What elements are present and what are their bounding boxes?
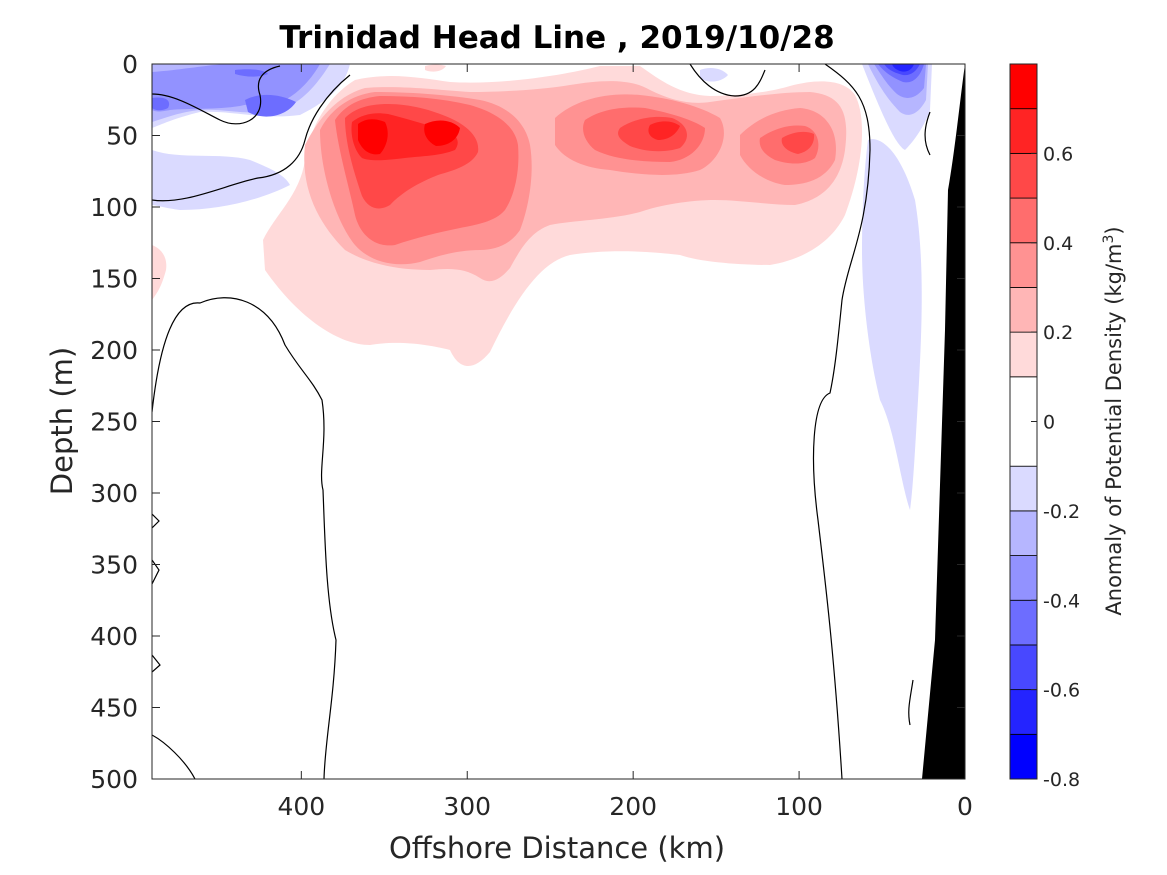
y-tick-label: 300 bbox=[90, 479, 138, 508]
colorbar-tick-label: -0.4 bbox=[1043, 590, 1080, 612]
x-tick-label: 100 bbox=[775, 792, 823, 821]
zero-contour-nearshore-top bbox=[924, 111, 931, 156]
colorbar-segment bbox=[1009, 63, 1038, 110]
colorbar-tick-label: -0.8 bbox=[1043, 769, 1080, 791]
zero-contour-offshore-cell bbox=[152, 297, 337, 779]
zero-contour-nearshore bbox=[908, 679, 914, 726]
y-tick-label: 150 bbox=[90, 265, 138, 294]
density-anomaly-field bbox=[152, 64, 932, 510]
anomaly-band bbox=[892, 64, 914, 72]
y-tick-label: 50 bbox=[106, 122, 138, 151]
colorbar-segment bbox=[1009, 197, 1038, 244]
zero-contour-coastal-band bbox=[812, 64, 871, 779]
anomaly-band bbox=[425, 64, 446, 72]
y-tick-label: 400 bbox=[90, 622, 138, 651]
zero-contour-lines bbox=[152, 64, 931, 779]
zero-contour-bottom-left bbox=[152, 734, 196, 779]
y-tick-label: 450 bbox=[90, 694, 138, 723]
anomaly-band bbox=[862, 139, 922, 510]
colorbar-segment bbox=[1009, 108, 1038, 154]
anomaly-band bbox=[700, 67, 728, 82]
colorbar-label-end: ) bbox=[1102, 226, 1126, 234]
zero-contour-left-notch-1 bbox=[152, 513, 160, 529]
y-tick-label: 200 bbox=[90, 336, 138, 365]
y-tick-label: 250 bbox=[90, 408, 138, 437]
colorbar-segment bbox=[1009, 689, 1038, 735]
anomaly-band bbox=[826, 117, 833, 123]
colorbar-tick-label: 0.4 bbox=[1043, 233, 1073, 255]
y-tick-label: 350 bbox=[90, 551, 138, 580]
y-tick-label: 100 bbox=[90, 193, 138, 222]
colorbar-segment bbox=[1009, 555, 1038, 601]
y-tick-label: 0 bbox=[122, 50, 138, 79]
y-axis: 0 50 100 150 200 250 300 350 400 450 500 bbox=[90, 50, 965, 794]
x-axis: 400 300 200 100 0 bbox=[277, 64, 973, 821]
colorbar-tick-label: 0.2 bbox=[1043, 322, 1073, 344]
chart-title: Trinidad Head Line , 2019/10/28 bbox=[279, 20, 834, 56]
colorbar-segment bbox=[1009, 152, 1038, 199]
anomaly-band bbox=[345, 104, 815, 209]
anomaly-band bbox=[351, 113, 680, 161]
x-axis-label: Offshore Distance (km) bbox=[389, 831, 725, 865]
zero-contour-left-notch-2 bbox=[152, 559, 160, 585]
colorbar-tick-label: 0.6 bbox=[1043, 143, 1073, 165]
anomaly-band bbox=[152, 150, 290, 210]
colorbar-segment bbox=[1009, 287, 1038, 333]
colorbar-segment bbox=[1009, 465, 1038, 512]
colorbar-tick-label: -0.2 bbox=[1043, 501, 1080, 523]
colorbar-tick-label: -0.6 bbox=[1043, 680, 1080, 702]
colorbar-segment bbox=[1009, 733, 1038, 780]
colorbar-segment bbox=[1009, 644, 1038, 691]
colorbar-segment bbox=[1009, 599, 1038, 646]
bathymetry-fill bbox=[922, 64, 965, 779]
colorbar-segment bbox=[1009, 510, 1038, 556]
zero-contour-offshore-surface bbox=[152, 74, 351, 202]
x-tick-label: 200 bbox=[609, 792, 657, 821]
colorbar-label-main: Anomaly of Potential Density (kg/m bbox=[1102, 244, 1126, 616]
x-tick-label: 0 bbox=[957, 792, 973, 821]
colorbar-label: Anomaly of Potential Density (kg/m3) bbox=[1101, 226, 1126, 615]
anomaly-band bbox=[358, 119, 460, 155]
zero-contour-upper-left bbox=[152, 65, 281, 125]
colorbar: 0.6 0.4 0.2 0 -0.2 -0.4 -0.6 -0.8 bbox=[1009, 63, 1080, 791]
anomaly-band bbox=[152, 245, 167, 300]
y-axis-label: Depth (m) bbox=[45, 347, 79, 495]
x-tick-label: 300 bbox=[443, 792, 491, 821]
colorbar-segment bbox=[1009, 242, 1038, 288]
colorbar-label-superscript: 3 bbox=[1101, 235, 1117, 244]
x-tick-label: 400 bbox=[277, 792, 325, 821]
zero-contour-mid-surface bbox=[689, 64, 766, 97]
y-tick-label: 500 bbox=[90, 765, 138, 794]
colorbar-segment bbox=[1009, 331, 1038, 378]
zero-contour-left-notch-3 bbox=[152, 654, 161, 673]
colorbar-tick-label: 0 bbox=[1043, 412, 1055, 434]
